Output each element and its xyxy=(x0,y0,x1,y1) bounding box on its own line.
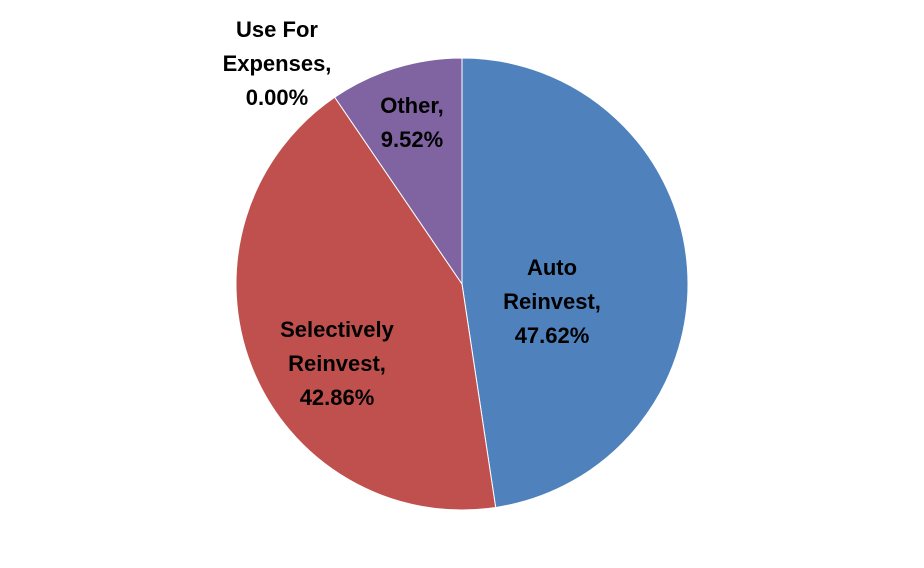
data-label-line: Use For xyxy=(236,17,318,42)
data-label-line: Reinvest, xyxy=(503,289,601,314)
data-label-selectively-reinvest: Selectively Reinvest, 42.86% xyxy=(280,317,395,410)
data-label-line: 47.62% xyxy=(515,323,590,348)
data-label-line: Auto xyxy=(527,255,577,280)
data-label-auto-reinvest: Auto Reinvest, 47.62% xyxy=(503,255,601,348)
pie-slice-other xyxy=(334,57,463,286)
pie-slices xyxy=(235,57,689,511)
pie-slice-selectively-reinvest xyxy=(235,96,497,511)
data-label-line: 42.86% xyxy=(300,385,375,410)
data-label-line: Other, xyxy=(380,93,444,118)
data-label-line: Expenses, xyxy=(223,51,332,76)
data-label-line: Reinvest, xyxy=(288,351,386,376)
pie-labels: Auto Reinvest, 47.62% Selectively Reinvest, 4… xyxy=(223,17,601,410)
data-label-line: 0.00% xyxy=(246,85,308,110)
data-label-other: Other, 9.52% xyxy=(380,93,444,152)
pie-slice-auto-reinvest xyxy=(461,57,689,509)
data-label-line: 9.52% xyxy=(381,127,443,152)
data-label-use-for-expenses: Use For Expenses, 0.00% xyxy=(223,17,332,110)
data-label-line: Selectively xyxy=(280,317,395,342)
